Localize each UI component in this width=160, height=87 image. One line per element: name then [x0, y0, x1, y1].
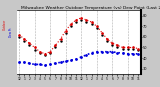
Text: Milwaukee Weather Outdoor Temperature (vs) Dew Point (Last 24 Hours): Milwaukee Weather Outdoor Temperature (v…: [21, 6, 160, 10]
Text: Dew Pt: Dew Pt: [9, 28, 13, 37]
Text: Outdoor: Outdoor: [3, 19, 7, 30]
